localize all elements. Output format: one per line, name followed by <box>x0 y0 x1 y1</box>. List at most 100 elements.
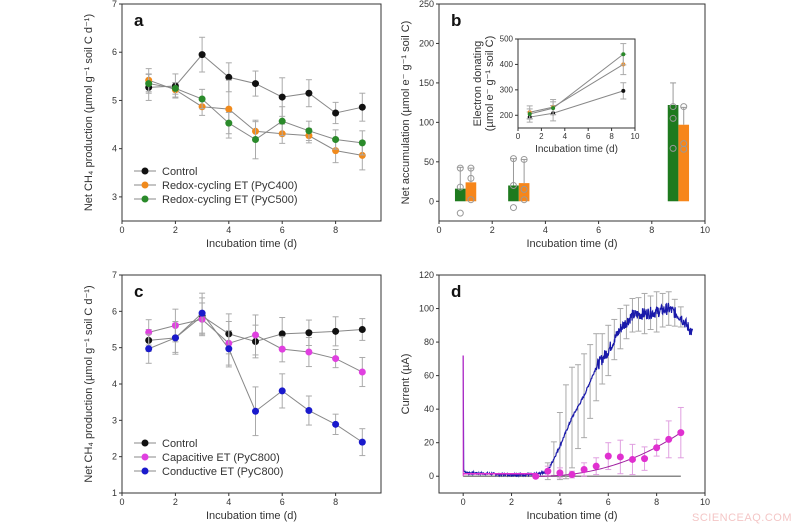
x-tick-label: 4 <box>557 497 562 507</box>
y-tick-label: 0 <box>429 196 434 206</box>
data-point <box>225 105 233 113</box>
replicate-point <box>509 155 517 163</box>
legend-marker <box>141 181 149 189</box>
inset-y-axis-units: (µmol e⁻ g⁻¹ soil C) <box>484 36 496 132</box>
replicate-point <box>669 103 677 111</box>
y-tick-label: 150 <box>419 78 434 88</box>
data-point <box>252 407 260 415</box>
data-point <box>628 455 636 463</box>
replicate-point <box>520 196 528 204</box>
plot-frame <box>438 3 706 222</box>
x-tick-label: 2 <box>173 497 178 507</box>
replicate-point <box>669 114 677 122</box>
data-point <box>145 80 153 88</box>
data-point <box>278 345 286 353</box>
series-line <box>529 53 624 115</box>
legend-label: Redox-cycling ET (PyC400) <box>162 180 298 192</box>
replicate-point <box>467 164 475 172</box>
plot-frame <box>517 38 636 129</box>
data-point <box>532 472 540 480</box>
replicate-point <box>520 155 528 163</box>
inset-y-axis-label: Electron donating <box>472 41 484 127</box>
legend-marker <box>141 195 149 203</box>
replicate-point <box>680 140 688 148</box>
replicate-point <box>467 174 475 182</box>
x-tick-label: 10 <box>631 132 640 141</box>
y-tick-label: 3 <box>112 415 117 425</box>
bar <box>667 105 679 202</box>
x-tick-label: 6 <box>280 497 285 507</box>
y-tick-label: 4 <box>112 379 117 389</box>
x-tick-label: 4 <box>563 132 568 141</box>
y-axis-label: Current (µA) <box>400 354 412 415</box>
y-tick-label: 4 <box>112 144 117 154</box>
data-point <box>198 309 206 317</box>
panel-a: 0 2 4 6 8 3 4 5 6 7 Incubation time (d) Net CH₄ pro… <box>83 0 382 250</box>
y-tick-label: 200 <box>500 111 514 120</box>
y-tick-label: 500 <box>500 35 514 44</box>
data-point <box>580 466 588 474</box>
data-point <box>198 51 206 59</box>
x-tick-label: 0 <box>436 225 441 235</box>
data-point <box>278 330 286 338</box>
watermark: SCIENCEAQ.COM <box>691 512 792 524</box>
series-line <box>529 64 624 113</box>
x-axis-label: Incubation time (d) <box>206 510 297 522</box>
x-tick-label: 6 <box>596 225 601 235</box>
x-tick-label: 2 <box>509 497 514 507</box>
x-tick-label: 2 <box>539 132 544 141</box>
legend-label: Control <box>162 166 197 178</box>
y-axis-label: Net CH₄ production (µmol g⁻¹ soil C d⁻¹) <box>83 285 95 482</box>
x-tick-label: 4 <box>226 225 231 235</box>
data-point <box>621 88 626 93</box>
y-tick-label: 80 <box>424 337 434 347</box>
legend-marker <box>141 439 149 447</box>
panel-label: c <box>134 282 143 301</box>
replicate-point <box>509 204 517 212</box>
data-point <box>358 139 366 147</box>
data-point <box>305 407 313 415</box>
x-tick-label: 8 <box>609 132 614 141</box>
data-point <box>358 103 366 111</box>
y-tick-label: 100 <box>419 304 434 314</box>
panel-b-inset: 0 2 4 6 8 10 200 300 400 500 Incubation time (d) El… <box>472 35 640 155</box>
y-tick-label: 6 <box>112 306 117 316</box>
data-point <box>527 112 532 117</box>
data-point <box>551 106 556 111</box>
legend-marker <box>141 167 149 175</box>
legend-marker <box>141 467 149 475</box>
data-point <box>171 84 179 92</box>
x-tick-label: 6 <box>606 497 611 507</box>
data-point <box>358 368 366 376</box>
data-point <box>305 348 313 356</box>
data-point <box>198 95 206 103</box>
data-point <box>358 326 366 333</box>
data-point <box>225 345 233 353</box>
y-tick-label: 100 <box>419 117 434 127</box>
plot-frame <box>438 274 706 494</box>
y-tick-label: 120 <box>419 270 434 280</box>
y-tick-label: 5 <box>112 95 117 105</box>
data-point <box>568 471 576 479</box>
data-point <box>332 420 340 428</box>
replicate-point <box>680 103 688 111</box>
data-point <box>616 453 624 461</box>
y-tick-label: 6 <box>112 47 117 57</box>
y-tick-label: 20 <box>424 438 434 448</box>
data-point <box>677 429 685 437</box>
legend-marker <box>141 453 149 461</box>
bar <box>678 124 690 202</box>
y-tick-label: 7 <box>112 270 117 280</box>
panel-label: d <box>451 282 461 301</box>
data-point <box>332 327 340 335</box>
x-tick-label: 4 <box>226 497 231 507</box>
y-tick-label: 300 <box>500 86 514 95</box>
x-tick-label: 0 <box>461 497 466 507</box>
data-point <box>641 455 649 463</box>
x-tick-label: 8 <box>333 497 338 507</box>
replicate-point <box>456 164 464 172</box>
y-axis-label: Net CH₄ production (µmol g⁻¹ soil C d⁻¹) <box>83 14 95 211</box>
data-point <box>544 467 552 475</box>
